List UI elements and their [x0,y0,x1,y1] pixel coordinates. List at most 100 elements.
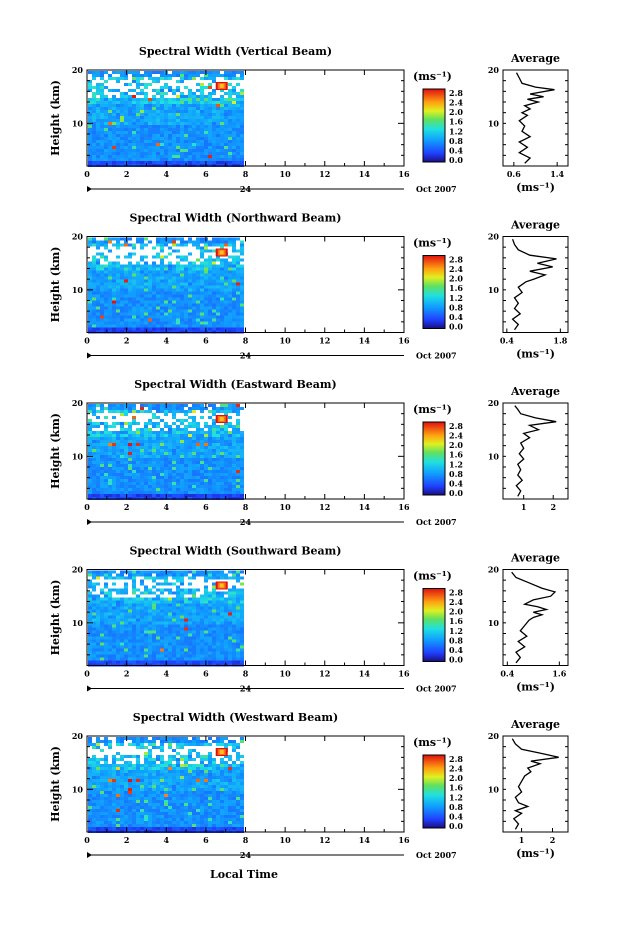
heatmap-cell [152,425,156,428]
heatmap-cell [152,324,156,328]
heatmap-cell [124,303,128,307]
heatmap-cell [240,633,244,637]
heatmap-cell [220,98,224,101]
heatmap-cell [144,306,148,310]
heatmap-cell [144,140,148,143]
heatmap-cell [144,237,148,241]
heatmap-cell [184,648,188,652]
heatmap-cell [88,470,92,473]
heatmap-cell [176,645,180,649]
heatmap-cell [212,660,216,664]
heatmap-cell [184,107,188,110]
heatmap-cell [160,431,164,434]
heatmap-cell [188,467,192,470]
heatmap-cell [228,303,232,307]
heatmap-cell [212,315,216,319]
heatmap-cell [240,318,244,322]
heatmap-cell [232,104,236,107]
heatmap-cell [204,648,208,652]
heatmap-cell [164,434,168,437]
heatmap-cell [116,654,120,658]
heatmap-cell [224,627,228,631]
heatmap-cell [220,246,224,250]
heatmap-cell [116,485,120,488]
heatmap-cell [152,95,156,98]
heatmap-cell [148,485,152,488]
heatmap-cell [176,116,180,119]
heatmap-cell [228,485,232,488]
heatmap-cell [204,609,208,613]
heatmap-cell [172,618,176,622]
heatmap-cell [176,579,180,583]
heatmap-cell [152,494,156,497]
heatmap-cell [216,740,220,743]
heatmap-cell [108,651,112,655]
heatmap-cell [188,315,192,319]
heatmap-cell [220,609,224,613]
heatmap-cell [240,95,244,98]
heatmap-cell [104,651,108,655]
heatmap-cell [160,755,164,758]
heatmap-cell [228,300,232,304]
heatmap-cell [148,137,152,140]
heatmap-cell [140,321,144,325]
heatmap-cell [112,318,116,322]
heatmap-cell [180,579,184,583]
heatmap-cell [148,648,152,652]
heatmap-cell [228,434,232,437]
heatmap-cell [108,161,112,164]
heatmap-cell [180,161,184,164]
heatmap-cell [156,606,160,610]
heatmap-cell [152,152,156,155]
heatmap-cell [120,276,124,280]
heatmap-cell [144,107,148,110]
heatmap-cell [124,654,128,658]
heatmap-cell [92,645,96,649]
heatmap-cell [192,639,196,643]
heatmap-cell [240,125,244,128]
heatmap-cell [212,261,216,265]
heatmap-cell [240,249,244,253]
heatmap-cell [216,294,220,298]
heatmap-cell [136,600,140,604]
heatmap-cell [172,134,176,137]
heatmap-cell [124,636,128,640]
heatmap-cell [164,410,168,413]
heatmap-cell [172,440,176,443]
heatmap-cell [88,452,92,455]
heatmap-cell [120,327,124,331]
heatmap-cell [128,288,132,292]
heatmap-cell [112,404,116,407]
heatmap-cell [124,143,128,146]
heatmap-cell [172,279,176,283]
heatmap-cell [104,603,108,607]
heatmap-cell [108,131,112,134]
heatmap-cell [92,437,96,440]
heatmap-cell [240,618,244,622]
heatmap-cell [212,588,216,592]
heatmap-cell [132,71,136,74]
heatmap-cell [164,110,168,113]
heatmap-cell [192,651,196,655]
heatmap-cell [100,122,104,125]
heatmap-cell [108,440,112,443]
heatmap-cell [168,737,172,740]
heatmap-cell [104,306,108,310]
heatmap-cell [236,128,240,131]
heatmap-cell [212,306,216,310]
heatmap-cell [88,639,92,643]
heatmap-cell [108,282,112,286]
heatmap-cell [116,324,120,328]
heatmap-cell [92,654,96,658]
heatmap-cell [232,134,236,137]
heatmap-cell [232,425,236,428]
heatmap-cell [208,576,212,580]
heatmap-cell [204,116,208,119]
average-profile-line [514,405,557,497]
heatmap-cell [152,743,156,746]
heatmap-cell [112,479,116,482]
heatmap-cell [136,473,140,476]
heatmap-cell [116,288,120,292]
heatmap-cell [140,621,144,625]
heatmap-cell [96,740,100,743]
